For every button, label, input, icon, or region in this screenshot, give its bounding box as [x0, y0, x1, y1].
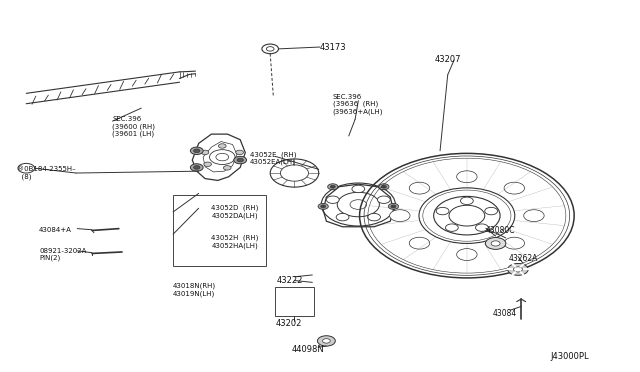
Circle shape [201, 150, 209, 155]
Circle shape [330, 185, 335, 188]
Circle shape [508, 263, 528, 275]
Circle shape [317, 336, 335, 346]
Text: 43084+A: 43084+A [39, 227, 72, 234]
Circle shape [476, 224, 488, 231]
Circle shape [237, 158, 243, 162]
Text: J43000PL: J43000PL [550, 352, 589, 361]
Circle shape [388, 203, 399, 209]
Circle shape [368, 214, 380, 221]
Circle shape [485, 237, 506, 249]
Circle shape [524, 210, 544, 222]
Circle shape [390, 210, 410, 222]
Text: 43207: 43207 [435, 55, 461, 64]
Circle shape [204, 162, 211, 166]
Text: 43262A: 43262A [508, 254, 538, 263]
Circle shape [190, 147, 203, 154]
Circle shape [409, 237, 429, 249]
Circle shape [409, 182, 429, 194]
Circle shape [218, 144, 226, 148]
Circle shape [436, 207, 449, 215]
Circle shape [513, 267, 522, 272]
Text: 43202: 43202 [275, 319, 301, 328]
Text: 44098N: 44098N [291, 344, 324, 353]
Circle shape [378, 196, 390, 203]
Text: 08921-3202A
PIN(2): 08921-3202A PIN(2) [39, 248, 86, 261]
Circle shape [193, 149, 200, 153]
Bar [275, 287, 314, 317]
Circle shape [379, 184, 389, 190]
Circle shape [336, 214, 349, 221]
Text: ®0B184-2355H–
  (8): ®0B184-2355H– (8) [17, 166, 76, 180]
Circle shape [318, 203, 328, 209]
Circle shape [234, 156, 246, 164]
Circle shape [381, 185, 387, 188]
Circle shape [323, 339, 330, 343]
Circle shape [504, 237, 525, 249]
Circle shape [445, 224, 458, 231]
Text: 43173: 43173 [320, 42, 347, 51]
Circle shape [457, 171, 477, 183]
Text: 43018N(RH)
43019N(LH): 43018N(RH) 43019N(LH) [173, 283, 216, 297]
Text: SEC.396
(39636  (RH)
(39636+A(LH): SEC.396 (39636 (RH) (39636+A(LH) [333, 94, 383, 115]
Circle shape [491, 241, 500, 246]
Circle shape [223, 166, 231, 170]
Text: 43080C: 43080C [486, 226, 516, 235]
Text: 43052D  (RH)
43052DA(LH): 43052D (RH) 43052DA(LH) [211, 205, 259, 219]
Circle shape [236, 150, 243, 155]
Circle shape [321, 205, 326, 208]
Circle shape [190, 164, 203, 171]
Text: 43052H  (RH)
43052HA(LH): 43052H (RH) 43052HA(LH) [211, 235, 259, 248]
Circle shape [352, 185, 365, 193]
Circle shape [193, 166, 200, 169]
Circle shape [391, 205, 396, 208]
Circle shape [328, 184, 338, 190]
Text: 43222: 43222 [276, 276, 303, 285]
Circle shape [484, 207, 497, 215]
Bar [173, 195, 266, 266]
Circle shape [461, 197, 473, 205]
Circle shape [504, 182, 525, 194]
Text: SEC.396
(39600 (RH)
(39601 (LH): SEC.396 (39600 (RH) (39601 (LH) [113, 116, 156, 137]
Text: 43084: 43084 [492, 310, 516, 318]
Circle shape [326, 196, 339, 203]
Text: 43052E  (RH)
43052EA(LH): 43052E (RH) 43052EA(LH) [250, 151, 296, 165]
Circle shape [457, 248, 477, 260]
